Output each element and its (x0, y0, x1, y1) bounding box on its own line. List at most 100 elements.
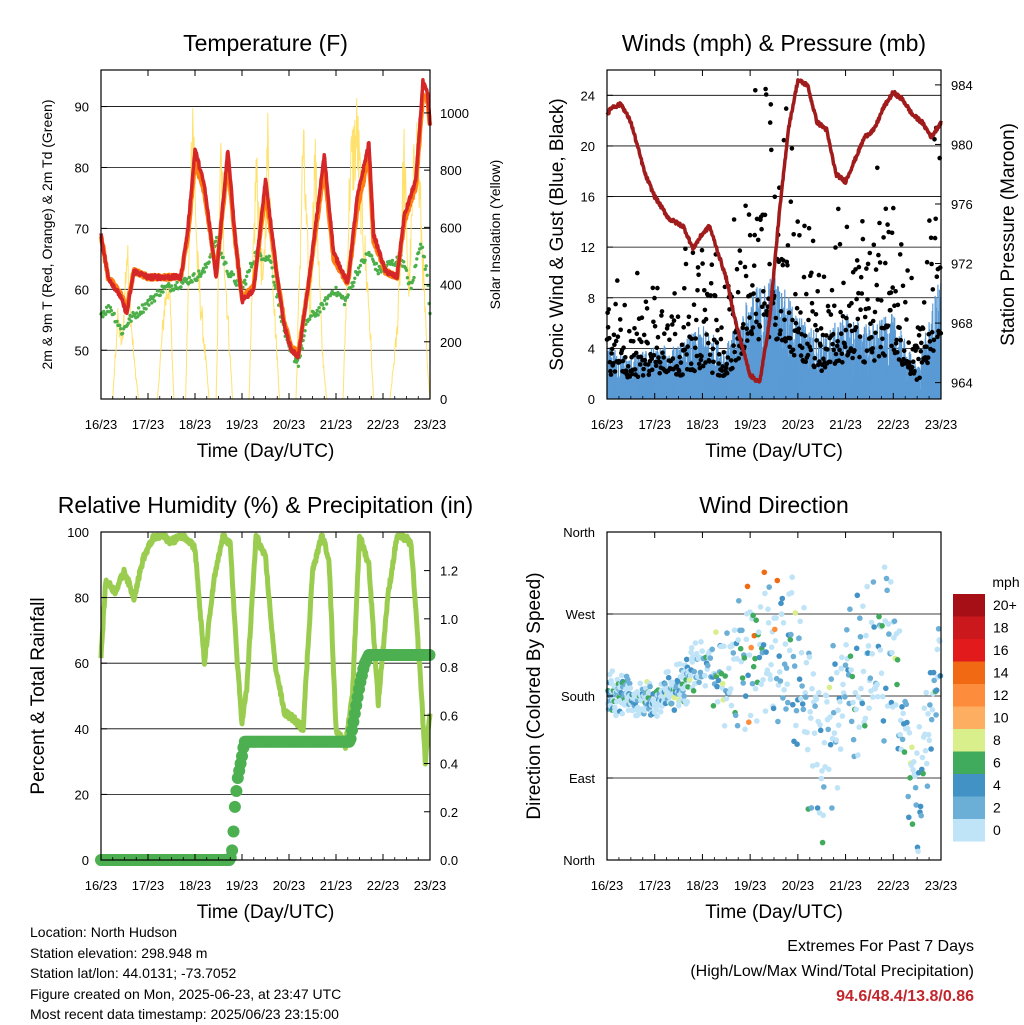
gust-point (679, 342, 685, 348)
gust-point (736, 356, 741, 361)
direction-point (613, 712, 619, 719)
gust-point (654, 345, 660, 351)
direction-point (728, 702, 735, 709)
gust-point (820, 332, 826, 338)
gust-point (933, 216, 938, 222)
gust-point (757, 324, 763, 329)
direction-xtick-label: 18/23 (686, 878, 719, 893)
direction-point (721, 723, 728, 729)
direction-point (915, 848, 921, 855)
gust-point (804, 291, 809, 297)
gust-point (882, 353, 887, 358)
gust-point (842, 344, 848, 350)
direction-point (752, 655, 758, 662)
direction-point (756, 654, 763, 661)
direction-point (702, 683, 709, 689)
gust-point (695, 288, 700, 293)
direction-point (691, 668, 697, 675)
gust-point (767, 261, 772, 267)
direction-point (793, 722, 799, 729)
dewpoint-point (144, 307, 148, 311)
direction-point (772, 638, 779, 644)
direction-point (746, 652, 753, 658)
gust-point (609, 346, 615, 352)
gust-point (732, 349, 737, 355)
gust-point (865, 261, 871, 267)
gust-point (657, 370, 662, 376)
gust-point (708, 281, 714, 286)
dewpoint-point (244, 282, 248, 286)
gust-point (877, 260, 883, 265)
gust-point (672, 291, 677, 296)
gust-point (746, 212, 752, 217)
direction-point (894, 657, 901, 663)
direction-point (799, 683, 805, 689)
gust-point (856, 264, 862, 270)
direction-point (739, 675, 746, 681)
gust-point (696, 272, 701, 278)
gust-point (844, 315, 849, 321)
gust-point (778, 328, 783, 333)
gust-point (920, 326, 926, 331)
gust-point (812, 364, 817, 370)
direction-point (909, 744, 915, 751)
direction-point (857, 615, 863, 621)
gust-point (723, 365, 729, 371)
direction-point (742, 726, 748, 733)
gust-point (915, 345, 920, 350)
direction-point (675, 702, 682, 709)
gust-point (853, 267, 858, 272)
direction-point (920, 770, 926, 777)
gust-point (637, 362, 643, 367)
gust-point (615, 334, 621, 340)
direction-point (772, 626, 778, 633)
dewpoint-point (309, 314, 314, 318)
dewpoint-point (243, 278, 247, 282)
direction-point (862, 723, 868, 729)
direction-point (856, 724, 862, 730)
direction-point (739, 627, 745, 634)
gust-point (812, 355, 818, 361)
gust-point (737, 248, 743, 253)
direction-point (773, 615, 779, 621)
dewpoint-point (422, 255, 427, 259)
gust-point (738, 260, 743, 266)
direction-point (760, 677, 766, 683)
direction-point (826, 766, 832, 773)
winds-ytick-right-label: 984 (951, 78, 973, 93)
gust-point (691, 302, 697, 308)
direction-point (877, 647, 884, 653)
direction-point (888, 699, 895, 706)
direction-point (793, 707, 800, 714)
gust-point (849, 300, 854, 306)
direction-point (855, 752, 861, 758)
gust-point (833, 351, 839, 357)
dewpoint-point (363, 258, 367, 262)
gust-point (857, 334, 863, 339)
dewpoint-point (221, 255, 225, 260)
dewpoint-point (376, 272, 380, 276)
dewpoint-point (311, 310, 316, 314)
gust-point (783, 339, 788, 344)
humidity-xtick-label: 22/23 (367, 878, 400, 893)
direction-point (935, 626, 942, 632)
gust-point (724, 370, 730, 376)
direction-point (719, 685, 725, 691)
gust-point (810, 238, 816, 244)
gust-point (813, 312, 819, 317)
winds-ytick-label: 0 (588, 392, 595, 407)
direction-point (843, 642, 849, 648)
gust-point (767, 120, 773, 125)
dewpoint-point (267, 254, 271, 258)
dewpoint-point (101, 315, 105, 319)
winds-xtick-label: 16/23 (591, 417, 624, 432)
gust-point (710, 346, 716, 352)
humidity-ytick-right-label: 1.0 (440, 612, 458, 627)
winds-ytick-label: 24 (581, 88, 595, 103)
extremes-subtitle: (High/Low/Max Wind/Total Precipitation) (690, 963, 974, 980)
dewpoint-point (273, 283, 277, 287)
direction-point (753, 617, 759, 623)
gust-point (755, 297, 760, 303)
gust-point (852, 348, 857, 353)
gust-point (918, 349, 924, 354)
